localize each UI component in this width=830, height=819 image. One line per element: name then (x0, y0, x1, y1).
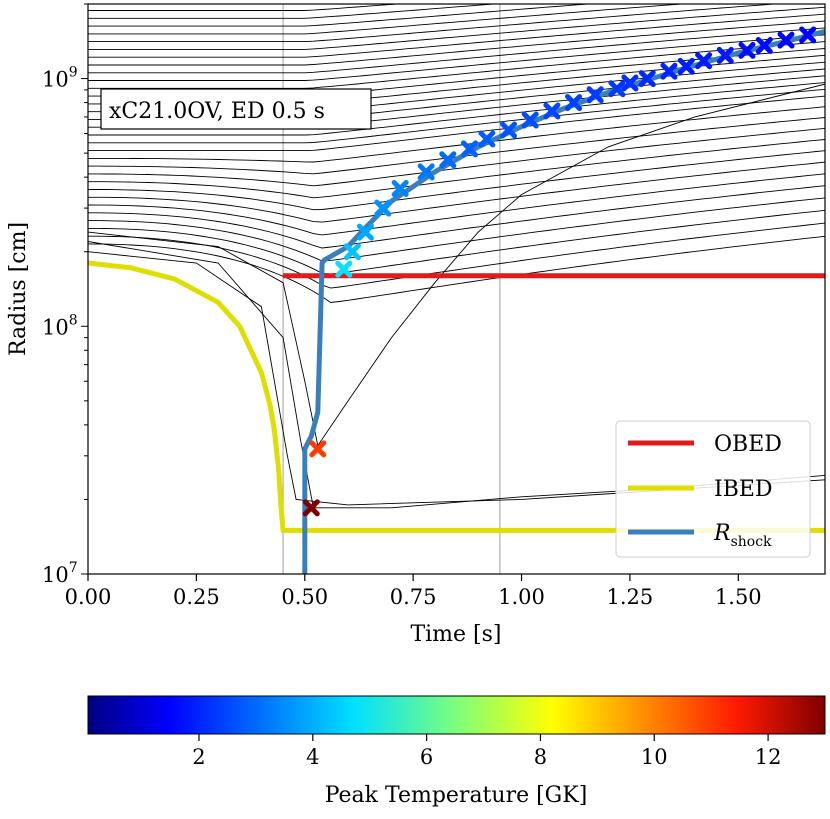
mass-shell-line-14 (88, 82, 825, 136)
mass-shell-line-2 (88, 209, 825, 275)
legend: OBED IBED Rshock (615, 420, 811, 558)
colorbar-gradient (87, 695, 826, 735)
plot-border (87, 3, 826, 575)
mass-shell-line-8 (88, 139, 825, 199)
mass-shell-line-4 (88, 185, 825, 249)
mass-shell-line-26 (88, 4, 781, 43)
shock-marker (335, 260, 353, 278)
annotation-text: xC21.0OV, ED 0.5 s (109, 99, 325, 124)
mass-shell-line-9 (88, 127, 825, 187)
shock-marker (738, 41, 756, 59)
mass-shell-line-21 (88, 34, 825, 81)
shock-marker (391, 179, 409, 197)
colorbar-tick-label: 10 (641, 745, 668, 769)
shock-marker (586, 86, 604, 104)
mass-shell-line-5 (88, 173, 825, 236)
shock-marker (374, 199, 392, 217)
x-tick-label: 0.00 (65, 585, 112, 609)
mass-shell-line-20 (88, 41, 825, 89)
series-line-ibed (88, 260, 825, 533)
y-axis-title: Radius [cm] (6, 222, 31, 356)
colorbar-tick-label: 12 (755, 745, 782, 769)
inner-shell-line-0 (88, 83, 825, 447)
mass-shell-line-29 (88, 4, 500, 19)
shock-marker (417, 163, 435, 181)
shock-marker (500, 121, 518, 139)
shock-marker (521, 111, 539, 129)
shock-marker (309, 440, 327, 458)
legend-label-rshock-main: R (713, 521, 731, 546)
mass-shell-lines (88, 0, 825, 509)
mass-shell-line-30 (88, 4, 403, 11)
mass-shell-line-12 (88, 95, 825, 152)
shock-marker (478, 130, 496, 148)
x-tick-label: 1.25 (607, 585, 654, 609)
mass-shell-line-11 (88, 106, 825, 163)
shock-marker (543, 102, 561, 120)
shock-marker (565, 94, 583, 112)
mass-shell-line-13 (88, 88, 825, 144)
colorbar: 2 4 6 8 10 12 Peak Temperature [GK] (87, 695, 826, 808)
series-layer (88, 28, 825, 574)
colorbar-tick-label: 8 (534, 745, 547, 769)
mass-shell-line-7 (88, 150, 825, 211)
shock-marker (755, 36, 773, 54)
x-axis-title: Time [s] (410, 622, 501, 647)
shock-marker (608, 80, 626, 98)
legend-label-rshock: Rshock (713, 521, 772, 550)
x-tick-label: 0.50 (281, 585, 328, 609)
shock-marker (621, 74, 639, 92)
mass-shell-line-6 (88, 161, 825, 223)
colorbar-tick-label: 6 (420, 745, 433, 769)
shock-marker (343, 243, 361, 261)
x-tick-label: 0.75 (390, 585, 437, 609)
legend-label-obed: OBED (714, 432, 782, 457)
inner-shell-line-2 (88, 251, 825, 506)
shock-marker (677, 57, 695, 75)
shock-marker (439, 151, 457, 169)
x-axis-ticks: 0.00 0.25 0.50 0.75 1.00 1.25 1.50 (65, 574, 762, 609)
shock-marker (638, 70, 656, 88)
y-tick-label: 108 (42, 312, 78, 339)
shock-marker (660, 62, 678, 80)
y-tick-label: 109 (42, 65, 78, 92)
shock-marker (356, 223, 374, 241)
x-tick-label: 1.00 (498, 585, 545, 609)
colorbar-title: Peak Temperature [GK] (325, 783, 588, 808)
mass-shell-line-27 (88, 4, 687, 35)
shock-marker (716, 46, 734, 64)
shock-markers (302, 26, 817, 517)
colorbar-tick-label: 2 (192, 745, 205, 769)
shock-marker (799, 26, 817, 44)
y-tick-label: 107 (42, 560, 78, 587)
mass-shell-line-0 (88, 235, 825, 303)
mass-shell-line-22 (88, 27, 825, 74)
mass-shell-line-3 (88, 197, 825, 262)
x-tick-label: 1.50 (715, 585, 762, 609)
shock-marker (302, 499, 320, 517)
mass-shell-line-23 (88, 20, 825, 66)
x-tick-label: 0.25 (173, 585, 220, 609)
mass-shell-line-24 (88, 13, 825, 58)
legend-label-rshock-sub: shock (731, 534, 772, 550)
shock-marker (461, 140, 479, 158)
mass-shell-line-28 (88, 4, 594, 27)
colorbar-tick-label: 4 (306, 745, 319, 769)
series-line-r-shock (302, 28, 825, 574)
shock-marker (695, 52, 713, 70)
annotation-box: xC21.0OV, ED 0.5 s (100, 88, 372, 130)
legend-label-ibed: IBED (714, 477, 773, 502)
legend-frame (615, 420, 811, 558)
colorbar-ticks: 2 4 6 8 10 12 (192, 734, 781, 769)
shock-marker (777, 31, 795, 49)
y-axis-ticks: 107 108 109 (42, 3, 88, 587)
mass-shell-line-25 (88, 6, 825, 50)
mass-shell-line-31 (88, 0, 825, 3)
